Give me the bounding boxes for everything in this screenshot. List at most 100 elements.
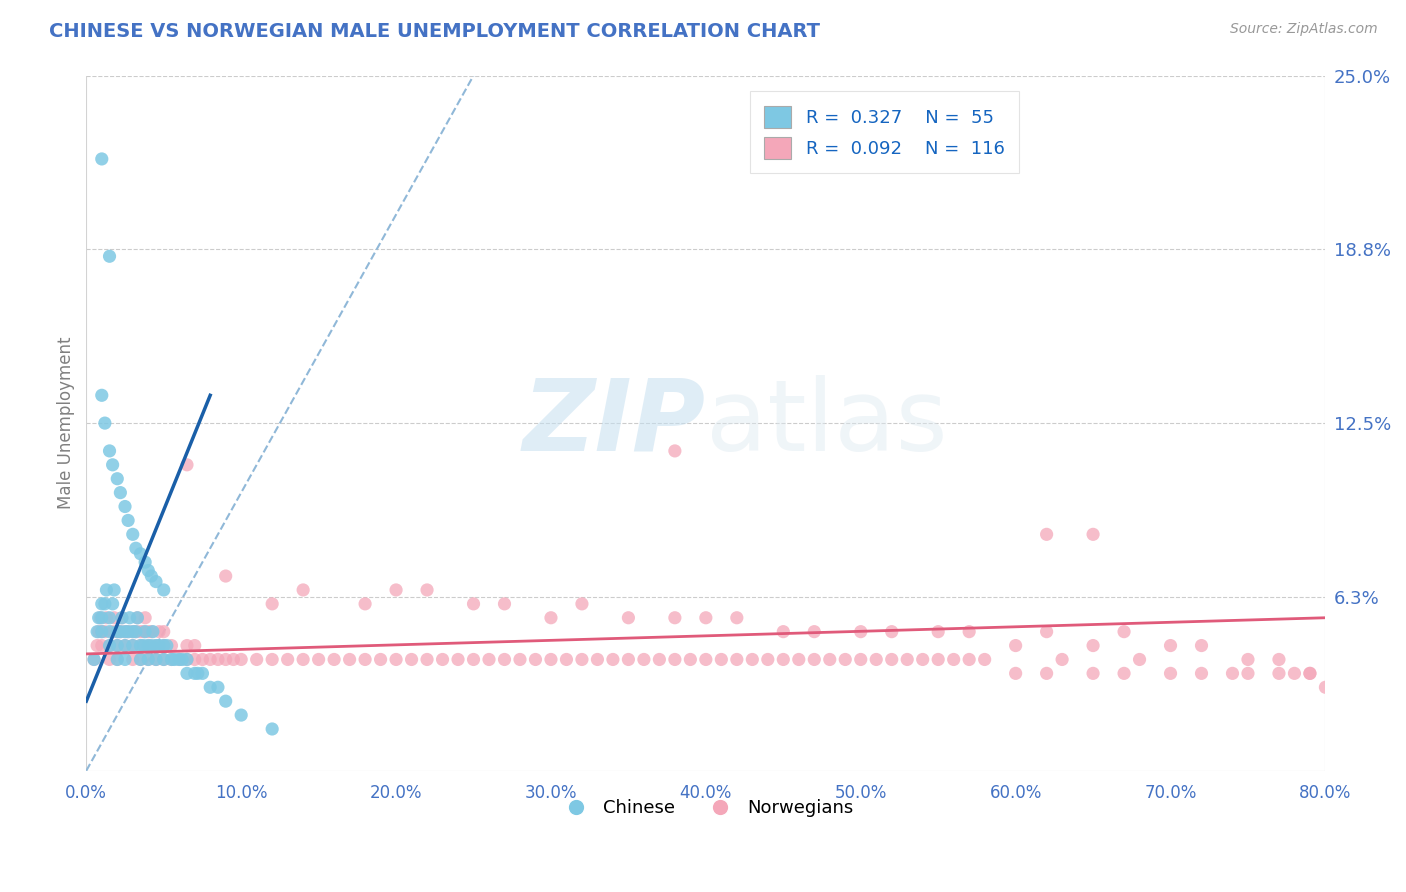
Point	[152, 652, 174, 666]
Point	[231, 652, 253, 666]
Point	[1268, 666, 1291, 681]
Point	[136, 652, 159, 666]
Point	[121, 624, 143, 639]
Point	[1081, 666, 1104, 681]
Point	[129, 652, 152, 666]
Point	[129, 652, 152, 666]
Point	[87, 624, 110, 639]
Point	[176, 652, 198, 666]
Point	[121, 652, 143, 666]
Point	[880, 652, 903, 666]
Point	[98, 639, 121, 653]
Point	[136, 639, 159, 653]
Point	[114, 639, 136, 653]
Point	[132, 624, 155, 639]
Point	[463, 597, 485, 611]
Point	[98, 611, 121, 625]
Point	[571, 652, 593, 666]
Point	[117, 513, 139, 527]
Point	[134, 555, 156, 569]
Point	[215, 694, 238, 708]
Point	[176, 458, 198, 472]
Point	[432, 652, 454, 666]
Point	[617, 611, 640, 625]
Point	[834, 652, 856, 666]
Point	[103, 582, 125, 597]
Point	[586, 652, 609, 666]
Point	[98, 652, 121, 666]
Point	[127, 611, 149, 625]
Point	[540, 652, 562, 666]
Point	[118, 611, 141, 625]
Point	[354, 597, 377, 611]
Point	[111, 611, 134, 625]
Point	[725, 652, 748, 666]
Point	[1299, 666, 1322, 681]
Point	[1035, 527, 1057, 541]
Point	[911, 652, 934, 666]
Point	[172, 652, 194, 666]
Point	[633, 652, 655, 666]
Point	[927, 624, 949, 639]
Point	[416, 652, 439, 666]
Point	[86, 624, 108, 639]
Point	[416, 582, 439, 597]
Point	[83, 652, 105, 666]
Point	[125, 541, 148, 556]
Point	[262, 652, 284, 666]
Point	[183, 652, 205, 666]
Point	[90, 624, 112, 639]
Point	[148, 624, 170, 639]
Point	[648, 652, 671, 666]
Point	[772, 652, 794, 666]
Point	[167, 652, 190, 666]
Point	[152, 639, 174, 653]
Point	[200, 680, 222, 694]
Point	[1191, 639, 1213, 653]
Point	[111, 611, 134, 625]
Point	[141, 569, 163, 583]
Point	[98, 444, 121, 458]
Point	[105, 639, 128, 653]
Point	[571, 597, 593, 611]
Point	[1299, 666, 1322, 681]
Point	[98, 624, 121, 639]
Point	[1160, 666, 1182, 681]
Point	[849, 652, 872, 666]
Point	[1035, 624, 1057, 639]
Point	[110, 485, 132, 500]
Point	[849, 624, 872, 639]
Point	[973, 652, 995, 666]
Point	[160, 639, 183, 653]
Text: atlas: atlas	[706, 375, 948, 472]
Point	[110, 624, 132, 639]
Point	[277, 652, 299, 666]
Point	[98, 639, 121, 653]
Point	[494, 652, 516, 666]
Point	[1112, 666, 1135, 681]
Point	[94, 597, 117, 611]
Point	[134, 611, 156, 625]
Point	[105, 472, 128, 486]
Point	[90, 639, 112, 653]
Point	[803, 652, 825, 666]
Point	[87, 611, 110, 625]
Point	[83, 652, 105, 666]
Point	[110, 624, 132, 639]
Point	[129, 547, 152, 561]
Point	[1268, 652, 1291, 666]
Point	[741, 652, 763, 666]
Point	[323, 652, 346, 666]
Point	[183, 639, 205, 653]
Point	[292, 582, 315, 597]
Point	[710, 652, 733, 666]
Point	[105, 652, 128, 666]
Point	[90, 597, 112, 611]
Point	[942, 652, 965, 666]
Point	[191, 666, 214, 681]
Point	[602, 652, 624, 666]
Point	[89, 611, 111, 625]
Point	[385, 652, 408, 666]
Point	[114, 639, 136, 653]
Point	[145, 639, 167, 653]
